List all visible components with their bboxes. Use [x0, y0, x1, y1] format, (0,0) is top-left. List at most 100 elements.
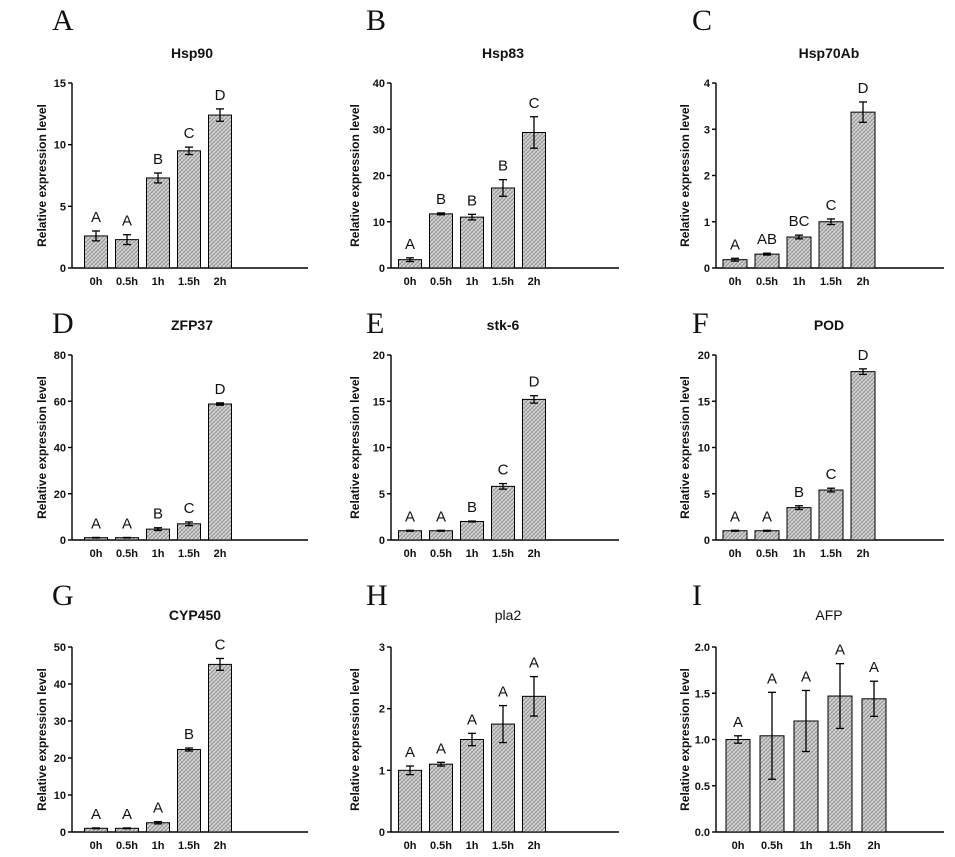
x-tick-label: 1h: [152, 840, 165, 852]
x-tick-label: 1h: [466, 548, 479, 560]
y-tick-label: 30: [54, 716, 66, 728]
panel-g: G CYP450 Relative expression level 0 10 20 30 4…: [35, 579, 308, 852]
x-tick-label: 2h: [214, 276, 227, 288]
significance-label: D: [215, 87, 226, 104]
bar: [177, 748, 201, 833]
x-tick-label: 0.5h: [430, 276, 452, 288]
significance-label: A: [153, 800, 163, 817]
panel-letter: D: [52, 307, 74, 340]
x-tick-label: 1h: [793, 548, 806, 560]
y-tick-label: 4: [704, 78, 711, 90]
bar: [429, 763, 453, 833]
significance-label: B: [467, 192, 477, 209]
bar: [208, 403, 232, 541]
significance-label: A: [529, 655, 539, 672]
bar: [146, 177, 170, 269]
x-tick-label: 1.5h: [829, 840, 851, 852]
significance-label: A: [405, 508, 415, 525]
x-tick-label: 0.5h: [761, 840, 783, 852]
x-tick-label: 0.5h: [430, 840, 452, 852]
y-tick-label: 10: [373, 443, 385, 455]
x-tick-label: 1.5h: [492, 276, 514, 288]
significance-label: A: [801, 668, 811, 685]
y-tick-label: 1.0: [695, 735, 710, 747]
y-tick-label: 5: [60, 201, 66, 213]
significance-label: A: [767, 670, 777, 687]
y-tick-label: 1: [379, 765, 385, 777]
x-tick-label: 0.5h: [756, 276, 778, 288]
significance-label: C: [498, 462, 509, 479]
significance-label: A: [869, 659, 879, 676]
y-tick-label: 40: [54, 443, 66, 455]
x-tick-label: 1.5h: [820, 548, 842, 560]
x-tick-label: 0h: [729, 276, 742, 288]
x-tick-label: 2h: [857, 276, 870, 288]
y-axis-label: Relative expression level: [35, 668, 49, 811]
significance-label: C: [826, 197, 837, 214]
significance-label: A: [730, 508, 740, 525]
y-tick-label: 10: [54, 790, 66, 802]
y-tick-label: 50: [54, 642, 66, 654]
bar: [522, 131, 546, 269]
x-tick-label: 0h: [404, 840, 417, 852]
panel-letter: E: [366, 307, 384, 340]
y-tick-label: 30: [373, 124, 385, 136]
significance-label: AB: [757, 231, 777, 248]
panel-letter: G: [52, 579, 74, 612]
y-tick-label: 40: [373, 78, 385, 90]
x-tick-label: 2h: [868, 840, 881, 852]
bar: [850, 111, 876, 269]
significance-label: B: [184, 726, 194, 743]
x-tick-label: 2h: [528, 840, 541, 852]
x-tick-label: 2h: [528, 276, 541, 288]
significance-label: D: [858, 347, 869, 364]
x-tick-label: 0h: [404, 276, 417, 288]
y-tick-label: 0.0: [695, 827, 710, 839]
significance-label: A: [405, 744, 415, 761]
chart-title: Hsp70Ab: [799, 45, 860, 61]
x-tick-label: 0.5h: [430, 548, 452, 560]
significance-label: A: [730, 236, 740, 253]
x-tick-label: 2h: [857, 548, 870, 560]
y-tick-label: 0: [60, 263, 66, 275]
panel-c: C Hsp70Ab Relative expression level 0 1 2 3 4 A 0…: [678, 4, 944, 288]
y-tick-label: 3: [379, 642, 385, 654]
panel-letter: C: [692, 4, 712, 37]
bar: [786, 236, 812, 269]
significance-label: D: [215, 381, 226, 398]
significance-label: B: [153, 506, 163, 523]
y-tick-label: 1.5: [695, 688, 710, 700]
bar: [208, 663, 232, 833]
x-tick-label: 1.5h: [178, 548, 200, 560]
significance-label: A: [835, 642, 845, 659]
x-tick-label: 1h: [793, 276, 806, 288]
significance-label: A: [436, 740, 446, 757]
y-tick-label: 2.0: [695, 642, 710, 654]
x-tick-label: 1.5h: [178, 840, 200, 852]
y-tick-label: 0: [60, 535, 66, 547]
panel-letter: H: [366, 579, 388, 612]
y-axis-label: Relative expression level: [348, 668, 362, 811]
panel-b: B Hsp83 Relative expression level 0 10 20 30 40…: [348, 4, 619, 288]
y-tick-label: 0: [379, 535, 385, 547]
panel-letter: F: [692, 307, 709, 340]
chart-title: CYP450: [169, 607, 221, 623]
significance-label: A: [405, 236, 415, 253]
x-tick-label: 1h: [800, 840, 813, 852]
significance-label: B: [794, 484, 804, 501]
y-tick-label: 1: [704, 217, 710, 229]
y-tick-label: 10: [373, 217, 385, 229]
y-tick-label: 15: [54, 78, 66, 90]
y-tick-label: 10: [54, 140, 66, 152]
significance-label: B: [498, 158, 508, 175]
y-axis-label: Relative expression level: [348, 376, 362, 519]
bar: [429, 213, 453, 269]
x-tick-label: 0h: [732, 840, 745, 852]
x-tick-label: 0.5h: [116, 548, 138, 560]
bar: [818, 489, 844, 541]
bar: [786, 507, 812, 541]
x-tick-label: 0h: [90, 276, 103, 288]
x-tick-label: 0h: [90, 548, 103, 560]
significance-label: A: [122, 515, 132, 532]
